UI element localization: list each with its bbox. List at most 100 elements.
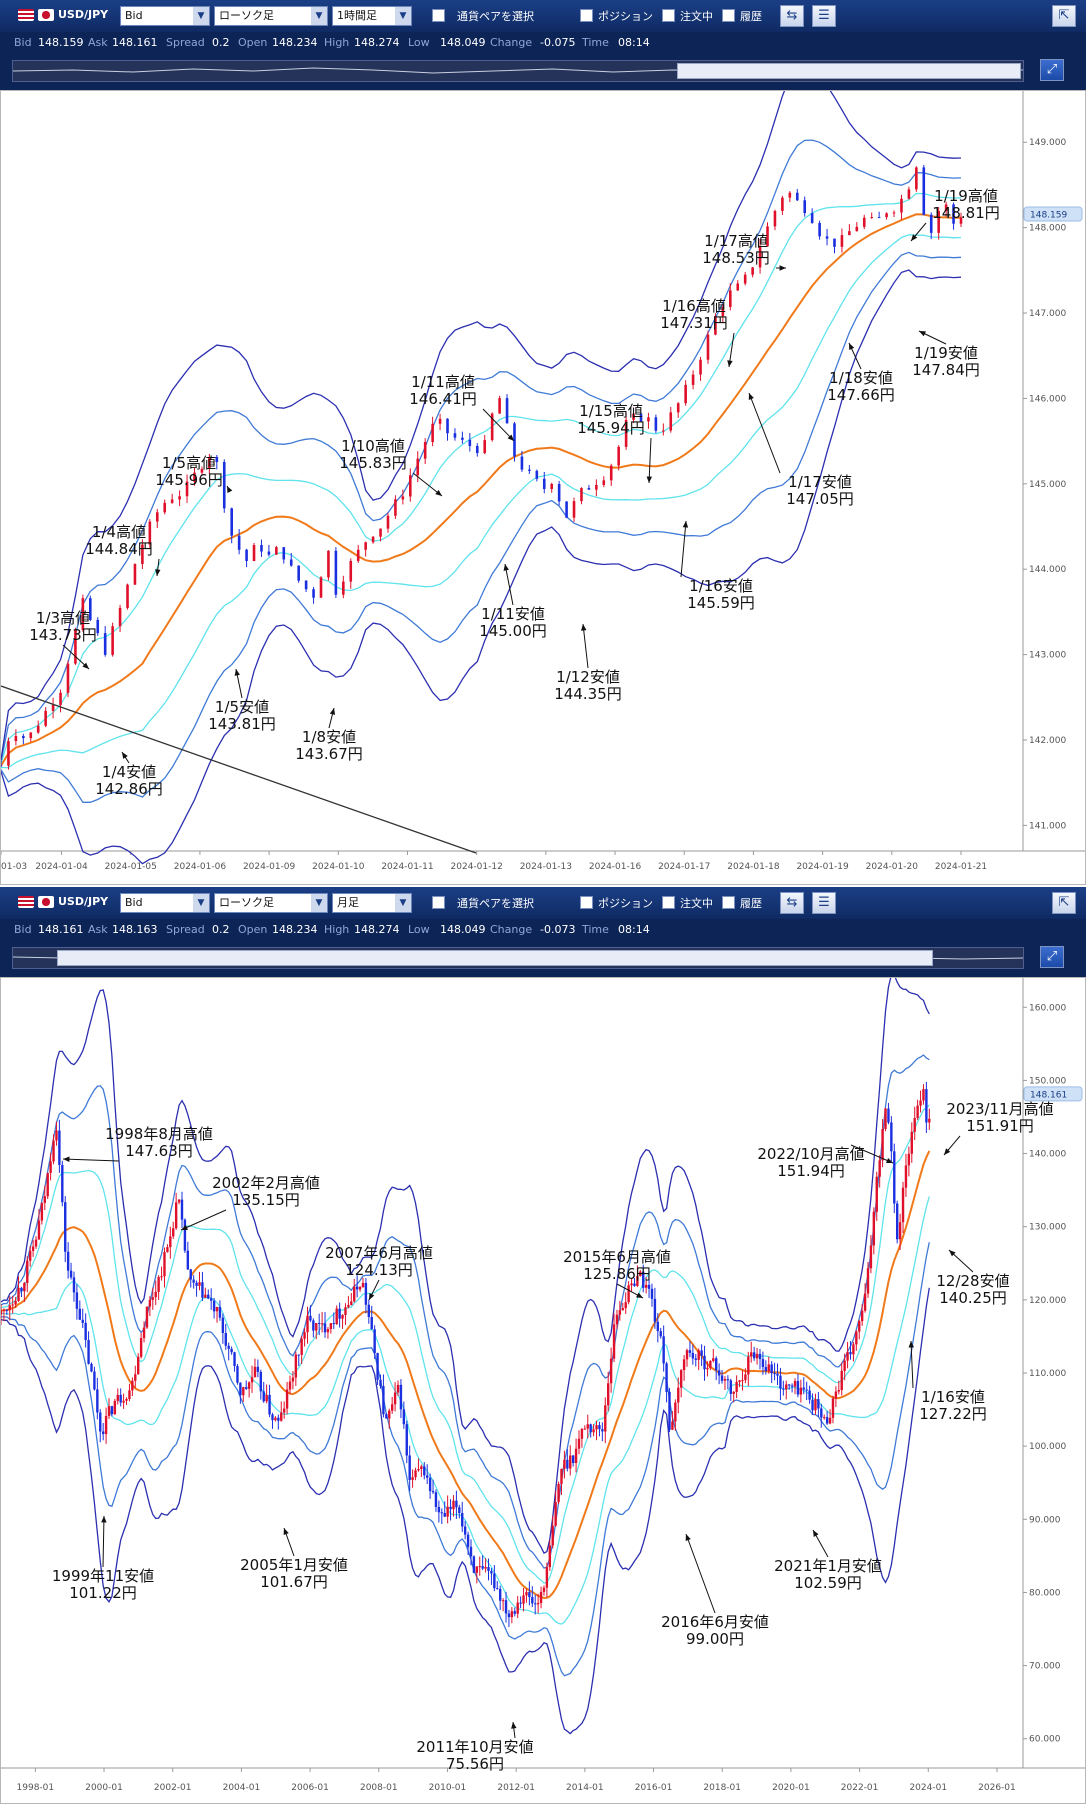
- candle-body: [531, 1597, 534, 1604]
- high-label: High: [324, 923, 350, 936]
- y-tick-label: 110.000: [1029, 1369, 1066, 1379]
- y-tick-label: 146.000: [1029, 394, 1066, 404]
- annotation-label: 1/5安値: [215, 698, 269, 716]
- candle-body: [399, 1384, 403, 1410]
- collapse-icon[interactable]: ⇱: [1052, 5, 1076, 27]
- candle-body: [154, 1291, 157, 1298]
- candle-body: [706, 1367, 709, 1370]
- candle-body: [848, 231, 851, 236]
- annotation-arrowhead: [636, 1292, 643, 1298]
- candle-body: [767, 1364, 770, 1371]
- orders-checkbox[interactable]: [662, 9, 675, 22]
- collapse-icon[interactable]: ⇱: [1052, 892, 1076, 914]
- annotation-value: 102.59円: [794, 1574, 862, 1592]
- timeframe-select[interactable]: 1時間足 ▼: [332, 6, 412, 26]
- navigator-thumb[interactable]: [57, 950, 933, 966]
- candle-body: [11, 1304, 14, 1306]
- candle-body: [703, 1355, 706, 1370]
- monthly-candlestick-chart[interactable]: 160.000 150.000 140.000 130.000 120.000 110.0…: [0, 973, 1085, 1803]
- candle-body: [528, 469, 531, 471]
- annotation-label: 1/15高値: [579, 402, 643, 420]
- settings-list-icon[interactable]: ☰: [812, 5, 836, 27]
- monthly-chart-area[interactable]: 160.000 150.000 140.000 130.000 120.000 110.0…: [0, 973, 1086, 1804]
- candle-body: [133, 564, 137, 585]
- candle-body: [46, 1172, 49, 1197]
- candle-body: [401, 496, 405, 500]
- candle-body: [621, 1308, 624, 1311]
- candle-body: [545, 1567, 549, 1588]
- position-checkbox[interactable]: [580, 896, 593, 909]
- candle-body: [151, 1297, 154, 1300]
- candle-body: [855, 1331, 858, 1345]
- candle-body: [609, 1358, 613, 1384]
- history-checkbox[interactable]: [722, 896, 735, 909]
- swap-icon[interactable]: ⇆: [780, 892, 804, 914]
- annotation-label: 1/4高値: [92, 523, 146, 541]
- orders-checkbox[interactable]: [662, 896, 675, 909]
- history-checkbox[interactable]: [722, 9, 735, 22]
- candle-body: [837, 1390, 841, 1392]
- candle-body: [525, 1592, 528, 1596]
- price-type-select[interactable]: Bid ▼: [120, 893, 210, 913]
- navigator-scrollbar[interactable]: [12, 60, 1024, 82]
- timeframe-select[interactable]: 月足 ▼: [332, 893, 412, 913]
- candle-body: [872, 1211, 876, 1246]
- x-tick-label: 2024-01-04: [35, 862, 88, 872]
- chart-type-select[interactable]: ローソク足 ▼: [214, 893, 328, 913]
- hourly-candlestick-chart[interactable]: 149.000 148.000 147.000 146.000 145.000 144.0…: [0, 61, 1085, 884]
- candle-body: [405, 1424, 408, 1456]
- select-pair-checkbox[interactable]: [432, 896, 445, 909]
- price-type-select[interactable]: Bid ▼: [120, 6, 210, 26]
- candle-body: [119, 1394, 122, 1403]
- candle-body: [237, 535, 241, 550]
- candle-body: [104, 1415, 108, 1435]
- x-tick-label: 2014-01: [566, 1783, 604, 1793]
- y-tick-label: 120.000: [1029, 1296, 1066, 1306]
- candle-body: [186, 1250, 190, 1270]
- annotation-arrow: [850, 1144, 894, 1164]
- chevron-down-icon: ▼: [395, 894, 411, 912]
- candle-body: [259, 1371, 263, 1392]
- candle-body: [198, 1282, 201, 1286]
- candle-body: [852, 1344, 855, 1355]
- candle-body: [327, 550, 330, 578]
- select-pair-checkbox[interactable]: [432, 9, 445, 22]
- fit-chart-icon[interactable]: ⤢: [1040, 946, 1064, 968]
- candle-body: [289, 559, 293, 566]
- candle-body: [297, 565, 300, 581]
- pair-label[interactable]: USD/JPY: [16, 893, 120, 913]
- candle-body: [218, 1306, 222, 1318]
- swap-icon[interactable]: ⇆: [780, 5, 804, 27]
- chevron-down-icon: ▼: [311, 7, 327, 25]
- hourly-chart-area[interactable]: 149.000 148.000 147.000 146.000 145.000 144.0…: [0, 61, 1086, 885]
- candle-body: [802, 1387, 805, 1390]
- candle-body: [566, 1459, 569, 1469]
- candle-body: [741, 1380, 744, 1382]
- navigator-scrollbar[interactable]: [12, 947, 1024, 969]
- y-tick-label: 145.000: [1029, 480, 1066, 490]
- settings-list-icon[interactable]: ☰: [812, 892, 836, 914]
- fit-chart-icon[interactable]: ⤢: [1040, 59, 1064, 81]
- pair-label[interactable]: USD/JPY: [16, 6, 120, 26]
- candle-body: [315, 1322, 318, 1331]
- change-label: Change: [490, 36, 533, 49]
- candle-body: [461, 437, 464, 440]
- y-tick-label: 142.000: [1029, 736, 1066, 746]
- chart-type-select[interactable]: ローソク足 ▼: [214, 6, 328, 26]
- candle-body: [764, 1367, 768, 1371]
- open-value: 148.234: [272, 923, 318, 936]
- candle-body: [134, 1374, 137, 1381]
- candle-body: [51, 704, 55, 711]
- x-tick-label: 2026-01: [978, 1783, 1016, 1793]
- candle-body: [297, 1354, 300, 1356]
- candle-body: [534, 1603, 537, 1605]
- candle-body: [790, 1385, 794, 1387]
- candle-body: [178, 496, 181, 500]
- position-checkbox[interactable]: [580, 9, 593, 22]
- candle-body: [75, 1292, 79, 1309]
- ask-label: Ask: [88, 36, 108, 49]
- candle-body: [922, 167, 926, 215]
- candle-body: [101, 1431, 105, 1435]
- navigator-thumb[interactable]: [677, 63, 1021, 79]
- candle-body: [282, 547, 286, 560]
